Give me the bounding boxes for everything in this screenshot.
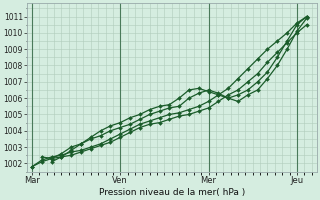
X-axis label: Pression niveau de la mer( hPa ): Pression niveau de la mer( hPa ) xyxy=(99,188,245,197)
